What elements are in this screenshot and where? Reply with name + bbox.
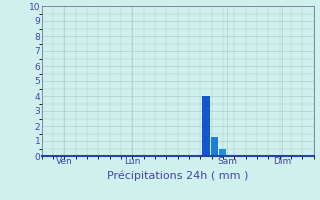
- Bar: [202, 96, 210, 156]
- Bar: [211, 137, 218, 156]
- Bar: [219, 148, 226, 156]
- X-axis label: Précipitations 24h ( mm ): Précipitations 24h ( mm ): [107, 171, 248, 181]
